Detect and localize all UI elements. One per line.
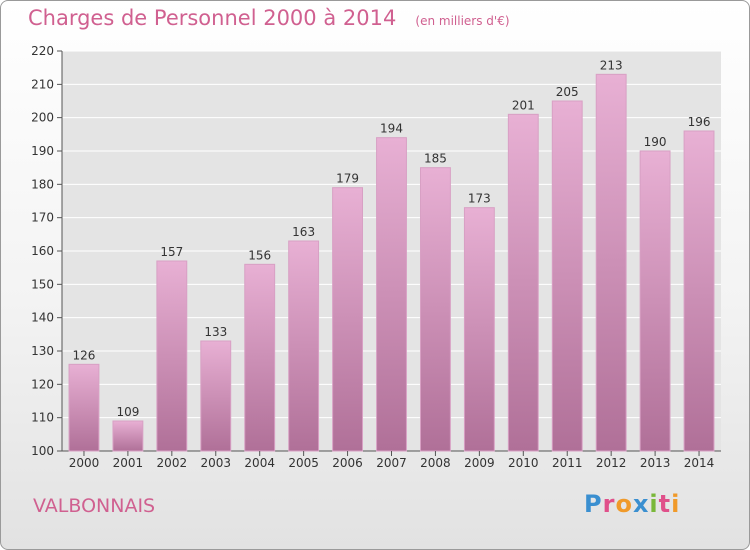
y-tick-label: 200 (31, 111, 54, 125)
x-tick-label: 2006 (332, 456, 363, 470)
bar (463, 207, 495, 452)
y-tick-label: 120 (31, 377, 54, 391)
chart-title: Charges de Personnel 2000 à 2014 (en mil… (28, 6, 510, 30)
data-label: 173 (468, 192, 491, 206)
x-tick-label: 2007 (376, 456, 407, 470)
bar (419, 167, 451, 452)
logo-letter: i (671, 490, 681, 518)
data-label: 109 (116, 405, 139, 419)
proxiti-logo: Proxiti (584, 490, 680, 518)
x-tick-label: 2002 (157, 456, 188, 470)
title-main: Charges de Personnel 2000 à 2014 (28, 6, 397, 30)
bar (332, 187, 364, 452)
x-tick-label: 2005 (288, 456, 319, 470)
bar (68, 363, 100, 452)
y-tick-label: 130 (31, 344, 54, 358)
data-label: 185 (424, 152, 447, 166)
data-label: 194 (380, 122, 403, 136)
bar (376, 137, 407, 452)
data-label: 126 (73, 348, 96, 362)
bar (288, 240, 320, 452)
title-unit: (en milliers d'€) (415, 14, 510, 28)
data-label: 190 (644, 135, 667, 149)
x-tick-label: 2003 (200, 456, 231, 470)
data-label: 156 (248, 248, 271, 262)
y-tick-label: 210 (31, 77, 54, 91)
data-label: 133 (204, 325, 227, 339)
logo-letter: o (615, 490, 633, 518)
x-tick-label: 2011 (552, 456, 583, 470)
x-tick-label: 2001 (113, 456, 144, 470)
logo-letter: r (602, 490, 616, 518)
x-tick-label: 2009 (464, 456, 495, 470)
y-tick-label: 170 (31, 211, 54, 225)
y-tick-label: 180 (31, 177, 54, 191)
bar (595, 73, 627, 452)
x-tick-label: 2010 (508, 456, 539, 470)
bar (639, 150, 671, 452)
y-tick-label: 160 (31, 244, 54, 258)
bar (112, 420, 144, 452)
y-tick-label: 110 (31, 411, 54, 425)
logo-letter: t (658, 490, 672, 518)
data-label: 196 (688, 115, 711, 129)
data-label: 179 (336, 172, 359, 186)
y-tick-label: 220 (31, 44, 54, 58)
y-tick-label: 100 (31, 444, 54, 458)
x-tick-label: 2004 (244, 456, 275, 470)
y-tick-label: 190 (31, 144, 54, 158)
logo-letter: i (649, 490, 659, 518)
data-label: 213 (600, 58, 623, 72)
x-tick-label: 2008 (420, 456, 451, 470)
bar (244, 263, 276, 452)
x-tick-label: 2014 (684, 456, 715, 470)
x-tick-label: 2000 (69, 456, 100, 470)
bar (507, 113, 539, 452)
data-label: 205 (556, 85, 579, 99)
bar (200, 340, 232, 452)
x-tick-label: 2013 (640, 456, 671, 470)
place-name: VALBONNAIS (33, 495, 156, 517)
bar (683, 130, 715, 452)
data-label: 201 (512, 98, 535, 112)
data-label: 163 (292, 225, 315, 239)
y-tick-label: 150 (31, 277, 54, 291)
logo-letter: x (632, 490, 650, 518)
data-label: 157 (160, 245, 183, 259)
y-tick-label: 140 (31, 311, 54, 325)
bar (551, 100, 583, 452)
x-tick-label: 2012 (596, 456, 627, 470)
logo-letter: P (584, 490, 603, 518)
bar (156, 260, 188, 452)
